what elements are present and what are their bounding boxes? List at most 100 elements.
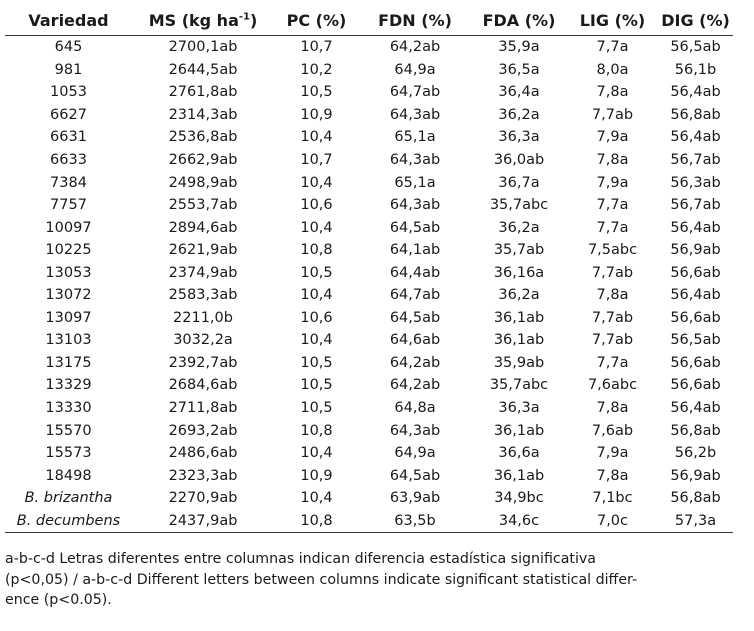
cell-ms: 2314,3ab bbox=[168, 106, 238, 123]
cell-fdn: 64,3ab bbox=[389, 152, 441, 168]
cell-dig: 56,5ab bbox=[670, 39, 721, 56]
cell-variedad: 6633 bbox=[50, 152, 87, 168]
cell-fdn: 64,5ab bbox=[389, 219, 441, 236]
cell-dig: 57,3a bbox=[658, 509, 733, 534]
cell-dig: 56,4ab bbox=[670, 287, 721, 304]
cell-fda: 36,7a bbox=[498, 174, 540, 191]
cell-fdn: 65,1a bbox=[394, 174, 436, 191]
table-row: 13072 2583,3ab 10,4 64,7ab 36,2a 7,8a 56,4ab bbox=[5, 284, 733, 307]
cell-pc: 10,7 bbox=[300, 152, 333, 168]
cell-lig: 7,1bc bbox=[592, 490, 633, 507]
cell-dig: 56,8ab bbox=[670, 106, 721, 123]
cell-dig: 56,4ab bbox=[670, 400, 721, 417]
cell-variedad: 18498 bbox=[45, 467, 92, 484]
cell-pc: 10,4 bbox=[300, 219, 333, 236]
cell-dig: 56,4ab bbox=[670, 84, 721, 101]
cell-lig: 7,8a bbox=[596, 287, 629, 304]
header-ms-text: MS (kg ha bbox=[148, 11, 239, 30]
cell-ms: 2323,3ab bbox=[168, 467, 238, 484]
cell-ms: 2498,9ab bbox=[168, 174, 238, 191]
cell-fda: 36,16a bbox=[493, 264, 545, 281]
cell-fdn: 64,2ab bbox=[389, 354, 441, 371]
cell-lig: 7,7a bbox=[596, 219, 629, 236]
table-row: 13097 2211,0b 10,6 64,5ab 36,1ab 7,7ab 56,6ab bbox=[5, 307, 733, 330]
forage-quality-table: Variedad MS (kg ha-1) PC (%) FDN (%) FDA… bbox=[5, 6, 733, 534]
cell-fda: 35,7abc bbox=[489, 377, 549, 394]
cell-pc: 10,4 bbox=[300, 332, 333, 349]
table-row: B. brizantha 2270,9ab 10,4 63,9ab 34,9bc 7,1b… bbox=[5, 487, 733, 510]
cell-fda: 36,1ab bbox=[493, 467, 545, 484]
cell-fdn: 64,3ab bbox=[389, 197, 441, 214]
table-row: 13053 2374,9ab 10,5 64,4ab 36,16a 7,7ab 56,6ab bbox=[5, 261, 733, 284]
cell-dig: 56,6ab bbox=[670, 354, 721, 371]
cell-ms: 2693,2ab bbox=[168, 422, 238, 439]
cell-lig: 7,5abc bbox=[587, 242, 638, 259]
cell-variedad: 6631 bbox=[50, 129, 87, 146]
table-row: 645 2700,1ab 10,7 64,2ab 35,9a 7,7a 56,5ab bbox=[5, 36, 733, 59]
table-row: 10097 2894,6ab 10,4 64,5ab 36,2a 7,7a 56,4ab bbox=[5, 216, 733, 239]
cell-variedad: 7757 bbox=[50, 197, 87, 214]
cell-pc: 10,5 bbox=[300, 400, 333, 417]
header-lig: LIG (%) bbox=[567, 6, 658, 36]
table-row: 13329 2684,6ab 10,5 64,2ab 35,7abc 7,6abc 56,6… bbox=[5, 374, 733, 397]
cell-variedad: B. decumbens bbox=[5, 509, 132, 534]
cell-ms: 2374,9ab bbox=[168, 264, 238, 281]
table-row: B. decumbens 2437,9ab 10,8 63,5b 34,6c 7,0c 57… bbox=[5, 509, 733, 534]
table-row: 6627 2314,3ab 10,9 64,3ab 36,2a 7,7ab 56,8ab bbox=[5, 104, 733, 127]
cell-lig: 7,8a bbox=[596, 400, 629, 417]
cell-variedad: 13175 bbox=[45, 354, 92, 371]
cell-lig: 7,7ab bbox=[591, 106, 634, 123]
cell-lig: 7,7ab bbox=[591, 264, 634, 281]
cell-dig: 56,4ab bbox=[670, 129, 721, 146]
header-row: Variedad MS (kg ha-1) PC (%) FDN (%) FDA… bbox=[5, 6, 733, 36]
cell-pc: 10,5 bbox=[300, 84, 333, 101]
cell-fdn: 63,9ab bbox=[389, 490, 441, 507]
cell-ms: 2894,6ab bbox=[168, 219, 238, 236]
header-ms-exponent: -1 bbox=[238, 11, 250, 23]
cell-variedad: 981 bbox=[54, 61, 83, 78]
cell-fdn: 64,6ab bbox=[389, 332, 441, 349]
cell-fda: 36,2a bbox=[498, 106, 540, 123]
header-pc: PC (%) bbox=[274, 6, 359, 36]
table-row: 13103 3032,2a 10,4 64,6ab 36,1ab 7,7ab 56,5ab bbox=[5, 329, 733, 352]
cell-pc: 10,9 bbox=[300, 106, 333, 123]
cell-pc: 10,2 bbox=[300, 61, 333, 78]
cell-dig: 56,8ab bbox=[670, 422, 721, 439]
cell-fda: 36,2a bbox=[498, 287, 540, 304]
table-body: 645 2700,1ab 10,7 64,2ab 35,9a 7,7a 56,5ab 981 2… bbox=[5, 36, 733, 534]
cell-fdn: 64,8a bbox=[394, 400, 436, 417]
table-row: 18498 2323,3ab 10,9 64,5ab 36,1ab 7,8a 56,9ab bbox=[5, 464, 733, 487]
table-row: 13175 2392,7ab 10,5 64,2ab 35,9ab 7,7a 56,6ab bbox=[5, 352, 733, 375]
cell-dig: 56,6ab bbox=[670, 264, 721, 281]
cell-variedad: 13329 bbox=[45, 377, 92, 394]
header-dig: DIG (%) bbox=[658, 6, 733, 36]
table-row: 13330 2711,8ab 10,5 64,8a 36,3a 7,8a 56,4ab bbox=[5, 397, 733, 420]
cell-variedad: 13330 bbox=[45, 400, 92, 417]
cell-ms: 2621,9ab bbox=[168, 242, 238, 259]
cell-dig: 56,4ab bbox=[670, 219, 721, 236]
cell-dig: 56,3ab bbox=[670, 174, 721, 191]
cell-dig: 56,9ab bbox=[670, 242, 721, 259]
cell-pc: 10,8 bbox=[274, 509, 359, 534]
table-row: 15570 2693,2ab 10,8 64,3ab 36,1ab 7,6ab 56,8ab bbox=[5, 419, 733, 442]
cell-dig: 56,6ab bbox=[670, 377, 721, 394]
cell-dig: 56,8ab bbox=[670, 490, 721, 507]
cell-lig: 7,9a bbox=[596, 174, 629, 191]
cell-variedad: 1053 bbox=[50, 84, 87, 101]
cell-dig: 56,5ab bbox=[670, 332, 721, 349]
cell-variedad: 15573 bbox=[45, 445, 92, 462]
table-row: 1053 2761,8ab 10,5 64,7ab 36,4a 7,8a 56,4ab bbox=[5, 81, 733, 104]
data-table-container: Variedad MS (kg ha-1) PC (%) FDN (%) FDA… bbox=[5, 6, 733, 534]
header-ms: MS (kg ha-1) bbox=[132, 6, 274, 36]
table-row: 7384 2498,9ab 10,4 65,1a 36,7a 7,9a 56,3ab bbox=[5, 171, 733, 194]
cell-fda: 36,1ab bbox=[493, 309, 545, 326]
cell-ms: 2553,7ab bbox=[168, 197, 238, 214]
cell-fda: 36,6a bbox=[498, 445, 540, 462]
cell-fda: 35,9ab bbox=[493, 354, 545, 371]
header-ms-close: ) bbox=[249, 11, 258, 30]
cell-pc: 10,9 bbox=[300, 467, 333, 484]
cell-pc: 10,7 bbox=[300, 39, 333, 56]
table-row: 10225 2621,9ab 10,8 64,1ab 35,7ab 7,5abc 56,9a… bbox=[5, 239, 733, 262]
header-fda: FDA (%) bbox=[471, 6, 567, 36]
cell-fda: 36,4a bbox=[498, 84, 540, 101]
